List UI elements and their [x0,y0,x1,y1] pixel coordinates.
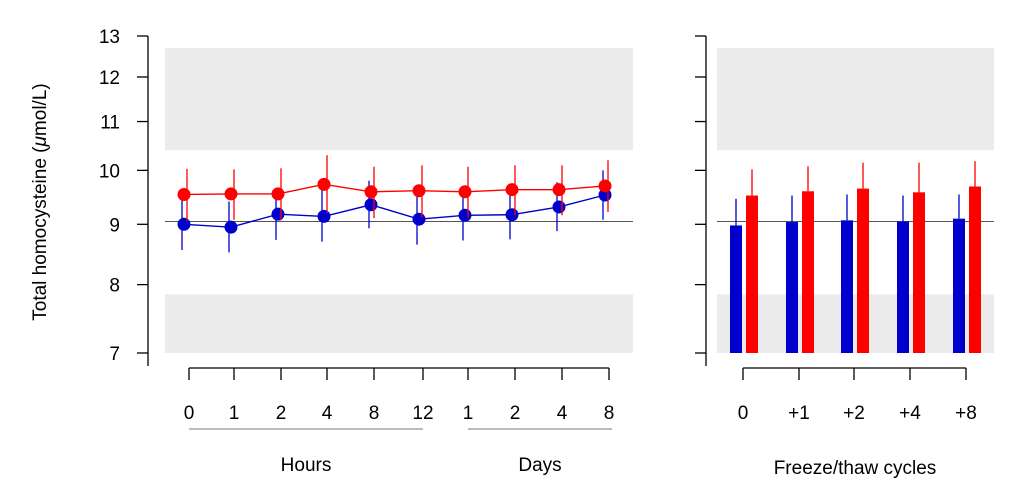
series-1-point-3 [317,177,331,191]
series-1-bar-1 [802,191,814,353]
series-0-point-4 [364,198,378,212]
left-y-tick-label-6: 13 [99,27,120,48]
series-0-point-1 [224,220,238,234]
series-0-point-2 [271,207,285,221]
left-x-tick-label-0: 0 [184,403,195,424]
series-0-point-0 [177,217,191,231]
series-1-bar-2 [857,188,869,353]
series-1-bar-4 [969,186,981,353]
right-x-tick-label-2: +2 [843,403,865,424]
series-0-bar-3 [897,221,909,353]
left-y-axis-title: Total homocysteine (μmol/L) [30,83,51,320]
left-x-tick-label-8: 4 [557,403,568,424]
left-y-tick-label-4: 11 [100,113,120,134]
left-y-tick-label-1: 8 [109,276,120,297]
series-0-point-8 [552,200,566,214]
right-x-tick-label-3: +4 [899,403,921,424]
left-shaded-band-0 [165,294,633,353]
series-0-point-3 [317,209,331,223]
left-y-tick-label-2: 9 [109,215,120,236]
series-1-point-4 [364,185,378,199]
right-x-tick-label-0: 0 [738,403,749,424]
left-y-tick-label-3: 10 [99,161,120,182]
left-x-tick-label-1: 1 [229,403,240,424]
series-0-line [183,194,606,228]
left-x-tick-label-2: 2 [276,403,287,424]
series-0-bar-4 [953,218,965,353]
panel-freeze-thaw: 0 +1 +2 +4 +8 Freeze/thaw cycles [695,35,994,479]
left-y-axis-title-part-0: Total homocysteine ( [30,146,51,321]
series-1-point-2 [271,187,285,201]
series-1-point-9 [598,179,612,193]
series-1-point-8 [552,183,566,197]
left-x-tick-label-3: 4 [322,403,333,424]
left-x-tick-label-7: 2 [510,403,521,424]
series-1-point-5 [412,184,426,198]
series-0-bar-0 [730,225,742,353]
right-x-axis-title: Freeze/thaw cycles [774,458,937,479]
series-1-point-6 [458,185,472,199]
left-y-tick-label-5: 12 [99,68,120,89]
series-1-point-0 [177,187,191,201]
series-1-point-1 [224,187,238,201]
series-1-bar-3 [913,192,925,353]
series-0-point-6 [458,208,472,222]
series-1-bar-0 [746,195,758,353]
right-x-tick-label-1: +1 [788,403,810,424]
series-1-point-7 [505,183,519,197]
left-x-tick-label-4: 8 [369,403,380,424]
series-0-point-7 [505,208,519,222]
left-x-tick-label-5: 12 [412,403,433,424]
left-x-tick-label-6: 1 [463,403,474,424]
series-0-bar-2 [841,220,853,353]
left-y-axis-title-part-2: mol/L) [30,83,51,136]
left-shaded-band-1 [165,47,633,151]
left-y-tick-label-0: 7 [109,344,120,365]
right-x-tick-label-4: +8 [955,403,977,424]
right-shaded-band-0 [717,294,994,353]
series-0-bar-1 [786,222,798,353]
left-group-label-1: Days [518,455,561,476]
left-y-axis-title-part-1: μ [30,135,51,147]
left-group-label-0: Hours [281,455,332,476]
right-shaded-band-1 [717,47,994,151]
left-x-tick-label-9: 8 [604,403,615,424]
series-0-point-5 [412,212,426,226]
series-1-line [183,183,606,196]
